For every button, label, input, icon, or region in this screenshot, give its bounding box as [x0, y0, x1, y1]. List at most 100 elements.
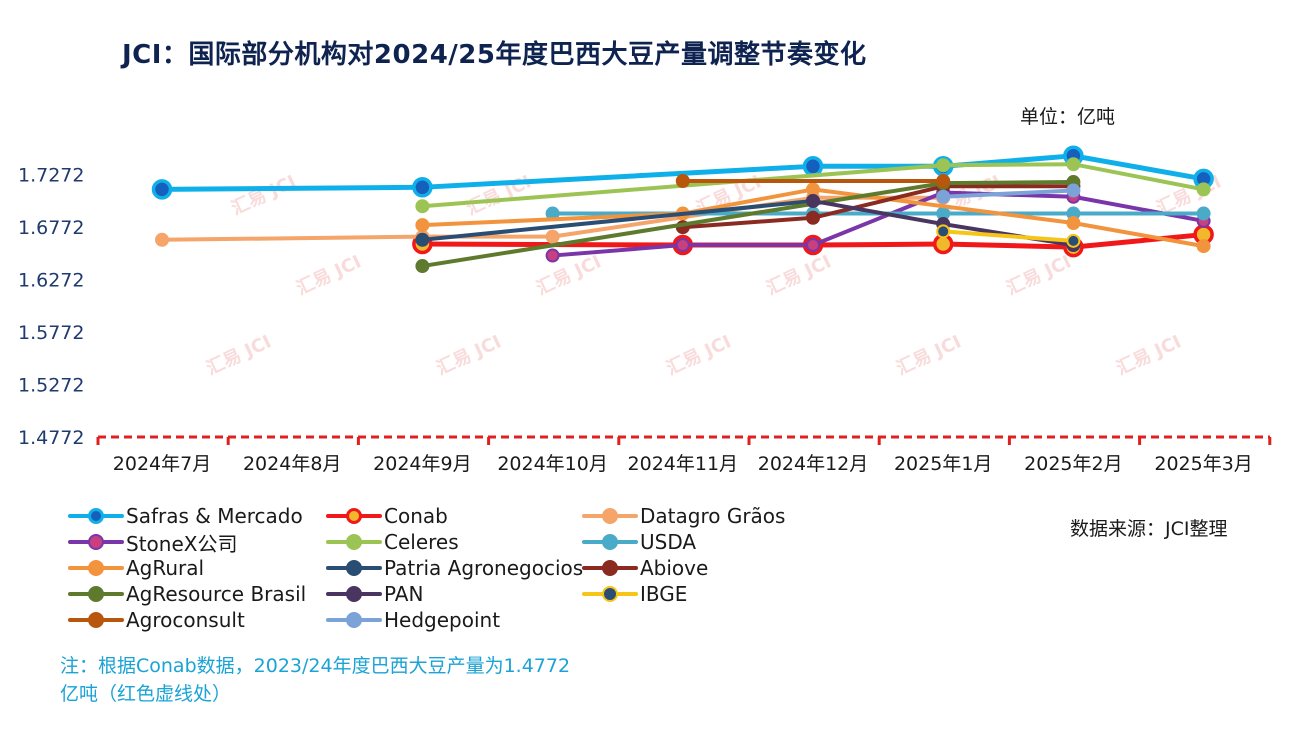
data-point [415, 199, 430, 214]
watermark: 汇易 JCI [893, 331, 964, 379]
data-point [802, 156, 824, 177]
unit-label: 单位：亿吨 [1020, 106, 1116, 128]
watermark-text: 汇易 JCI [433, 331, 504, 379]
legend-item: PAN [326, 581, 423, 607]
x-tick-label: 2025年1月 [894, 453, 992, 475]
data-point [1066, 157, 1081, 172]
watermark-text: 汇易 JCI [1113, 331, 1184, 379]
legend-swatch [326, 503, 382, 529]
data-point [806, 182, 820, 197]
y-tick-label: 1.5272 [18, 375, 84, 397]
watermark: 汇易 JCI [228, 171, 299, 219]
legend-swatch [68, 607, 124, 633]
x-tick-label: 2025年2月 [1024, 453, 1122, 475]
data-point [1196, 206, 1211, 221]
data-point [936, 158, 951, 173]
watermark-text: 汇易 JCI [228, 171, 299, 219]
watermark-text: 汇易 JCI [763, 251, 834, 299]
series-line [941, 188, 1076, 199]
x-tick-label: 2024年11月 [628, 453, 739, 475]
watermark: 汇易 JCI [463, 171, 534, 219]
data-point [545, 229, 560, 244]
legend-swatch [326, 529, 382, 555]
data-point [545, 248, 560, 263]
legend-swatch [326, 555, 382, 581]
data-point [675, 238, 690, 253]
legend-item: Abiove [582, 555, 708, 581]
series-line [680, 184, 1076, 230]
data-point [151, 179, 173, 200]
y-tick-label: 1.4772 [18, 427, 84, 449]
data-point [936, 224, 951, 239]
chart-title: JCI：国际部分机构对2024/25年度巴西大豆产量调整节奏变化 [122, 40, 867, 70]
series-line [550, 190, 1206, 258]
watermark: 汇易 JCI [663, 331, 734, 379]
data-point [1066, 216, 1081, 231]
series-line [159, 153, 1207, 192]
data-point [1066, 183, 1081, 198]
watermark-text: 汇易 JCI [293, 251, 364, 299]
watermark-text: 汇易 JCI [663, 331, 734, 379]
watermark: 汇易 JCI [1003, 251, 1074, 299]
legend-label: StoneX公司 [126, 531, 238, 556]
y-tick-label: 1.7272 [18, 165, 84, 187]
data-point [1196, 182, 1211, 197]
watermark-text: 汇易 JCI [1003, 251, 1074, 299]
source-label: 数据来源：JCI整理 [1070, 518, 1228, 540]
legend-swatch [582, 529, 638, 555]
watermark-text: 汇易 JCI [203, 331, 274, 379]
y-tick-label: 1.5772 [18, 322, 84, 344]
data-point [806, 210, 820, 225]
legend-item: Datagro Grãos [582, 503, 785, 529]
data-point [675, 174, 690, 189]
legend-item: AgRural [68, 555, 204, 581]
legend-item: AgResource Brasil [68, 581, 306, 607]
legend-item: Safras & Mercado [68, 503, 303, 529]
legend-item: Celeres [326, 529, 459, 555]
data-point [415, 218, 430, 233]
legend-label: AgRural [126, 556, 205, 580]
watermark: 汇易 JCI [1113, 331, 1184, 379]
data-point [936, 189, 951, 204]
legend-item: StoneX公司 [68, 529, 238, 556]
legend-swatch [582, 555, 638, 581]
legend-swatch [582, 581, 638, 607]
legend-item: Agroconsult [68, 607, 245, 633]
legend-item: Patria Agronegocios [326, 555, 583, 581]
legend-swatch [582, 503, 638, 529]
series-line [420, 198, 815, 242]
y-tick-label: 1.6272 [18, 270, 84, 292]
legend-label: Datagro Grãos [640, 504, 786, 528]
data-point [415, 259, 430, 274]
footnote: 注：根据Conab数据，2023/24年度巴西大豆产量为1.4772亿吨（红色虚… [60, 655, 571, 705]
x-tick-label: 2024年8月 [243, 453, 341, 475]
data-point [1066, 233, 1081, 248]
x-tick-label: 2024年9月 [373, 453, 471, 475]
legend-label: Patria Agronegocios [384, 556, 584, 580]
legend-label: USDA [640, 530, 697, 554]
watermark: 汇易 JCI [763, 251, 834, 299]
legend-label: Abiove [640, 556, 709, 580]
watermark: 汇易 JCI [433, 331, 504, 379]
legend-item: USDA [582, 529, 696, 555]
series-line [941, 229, 1076, 243]
legend-label: Conab [384, 504, 448, 528]
watermark: 汇易 JCI [293, 251, 364, 299]
data-point [806, 238, 820, 253]
legend-swatch [68, 555, 124, 581]
y-tick-label: 1.6772 [18, 217, 84, 239]
legend-label: IBGE [640, 582, 688, 606]
legend-label: Agroconsult [126, 608, 245, 632]
data-point [412, 177, 433, 198]
x-tick-label: 2024年12月 [758, 453, 869, 475]
watermark: 汇易 JCI [533, 251, 604, 299]
legend-item: Hedgepoint [326, 607, 500, 633]
series-line [419, 232, 1207, 250]
watermark-text: 汇易 JCI [533, 251, 604, 299]
data-point [806, 193, 820, 208]
data-point [415, 232, 430, 247]
x-tick-label: 2025年3月 [1154, 453, 1252, 475]
legend-swatch [68, 581, 124, 607]
watermark-text: 汇易 JCI [463, 171, 534, 219]
